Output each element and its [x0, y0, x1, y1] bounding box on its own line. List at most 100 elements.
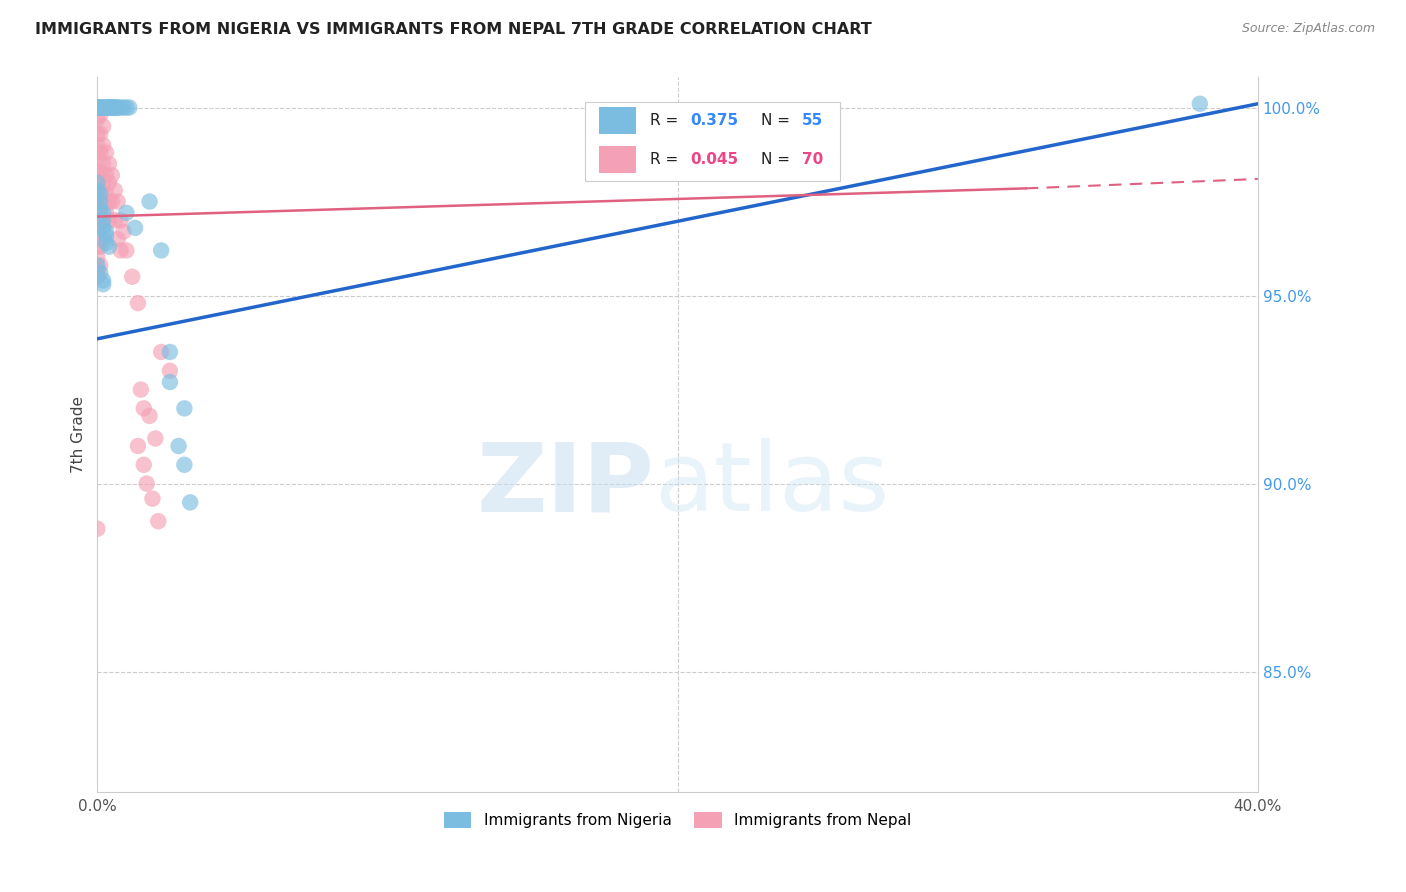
- Point: [97, 240, 120, 254]
- Point: [91, 176, 114, 190]
- Point: [89, 202, 111, 216]
- Point: [91, 277, 114, 292]
- Point: [91, 101, 114, 115]
- Point: [86, 127, 108, 141]
- Point: [86, 206, 108, 220]
- Point: [89, 145, 111, 160]
- Point: [89, 183, 111, 197]
- Point: [86, 101, 108, 115]
- Point: [86, 101, 108, 115]
- Point: [159, 345, 181, 359]
- Point: [110, 244, 132, 258]
- Point: [110, 101, 132, 115]
- Point: [89, 101, 111, 115]
- Point: [89, 164, 111, 178]
- Point: [89, 101, 111, 115]
- Point: [86, 149, 108, 163]
- Point: [86, 176, 108, 190]
- Point: [107, 101, 129, 115]
- Point: [89, 202, 111, 216]
- Point: [107, 232, 129, 246]
- Point: [173, 458, 195, 472]
- Text: 70: 70: [801, 152, 823, 167]
- Point: [97, 157, 120, 171]
- Point: [94, 101, 117, 115]
- Point: [107, 101, 129, 115]
- Point: [112, 101, 135, 115]
- Text: R =: R =: [650, 152, 683, 167]
- Point: [97, 194, 120, 209]
- Point: [89, 187, 111, 202]
- Point: [159, 375, 181, 389]
- Point: [97, 101, 120, 115]
- Point: [97, 101, 120, 115]
- Point: [94, 235, 117, 250]
- Point: [86, 522, 108, 536]
- Point: [132, 458, 155, 472]
- Point: [135, 476, 157, 491]
- Point: [91, 273, 114, 287]
- Point: [86, 101, 108, 115]
- Point: [91, 213, 114, 227]
- Point: [86, 251, 108, 265]
- Text: N =: N =: [761, 152, 794, 167]
- Point: [94, 225, 117, 239]
- Point: [86, 101, 108, 115]
- Point: [91, 120, 114, 134]
- Point: [89, 240, 111, 254]
- Point: [86, 194, 108, 209]
- Point: [179, 495, 201, 509]
- Point: [101, 101, 124, 115]
- Point: [138, 194, 160, 209]
- Point: [159, 364, 181, 378]
- Point: [86, 101, 108, 115]
- FancyBboxPatch shape: [585, 103, 839, 181]
- Point: [86, 101, 108, 115]
- Point: [127, 296, 149, 310]
- Point: [86, 101, 108, 115]
- Text: 55: 55: [801, 112, 823, 128]
- Point: [167, 439, 190, 453]
- Point: [115, 101, 138, 115]
- Point: [89, 127, 111, 141]
- Point: [86, 101, 108, 115]
- Point: [86, 269, 108, 284]
- Point: [107, 194, 129, 209]
- Point: [145, 432, 167, 446]
- Point: [86, 101, 108, 115]
- Point: [150, 345, 173, 359]
- Point: [97, 213, 120, 227]
- Point: [89, 266, 111, 280]
- Point: [91, 194, 114, 209]
- Point: [104, 213, 127, 227]
- Text: 0.045: 0.045: [690, 152, 738, 167]
- Point: [104, 101, 127, 115]
- Point: [129, 383, 152, 397]
- Point: [94, 228, 117, 243]
- Point: [89, 259, 111, 273]
- Text: Source: ZipAtlas.com: Source: ZipAtlas.com: [1241, 22, 1375, 36]
- Bar: [599, 106, 636, 134]
- Point: [86, 176, 108, 190]
- Point: [127, 439, 149, 453]
- Point: [91, 220, 114, 235]
- Point: [91, 213, 114, 227]
- Point: [86, 259, 108, 273]
- Text: ZIP: ZIP: [477, 438, 654, 532]
- Text: atlas: atlas: [654, 438, 890, 532]
- Point: [86, 164, 108, 178]
- Text: IMMIGRANTS FROM NIGERIA VS IMMIGRANTS FROM NEPAL 7TH GRADE CORRELATION CHART: IMMIGRANTS FROM NIGERIA VS IMMIGRANTS FR…: [35, 22, 872, 37]
- Legend: Immigrants from Nigeria, Immigrants from Nepal: Immigrants from Nigeria, Immigrants from…: [437, 806, 918, 834]
- Point: [89, 220, 111, 235]
- Point: [132, 401, 155, 416]
- Point: [86, 220, 108, 235]
- Point: [94, 168, 117, 182]
- Bar: [599, 146, 636, 173]
- Point: [118, 101, 141, 115]
- Point: [101, 101, 124, 115]
- Point: [94, 187, 117, 202]
- Point: [97, 101, 120, 115]
- Point: [86, 187, 108, 202]
- Point: [138, 409, 160, 423]
- Point: [115, 206, 138, 220]
